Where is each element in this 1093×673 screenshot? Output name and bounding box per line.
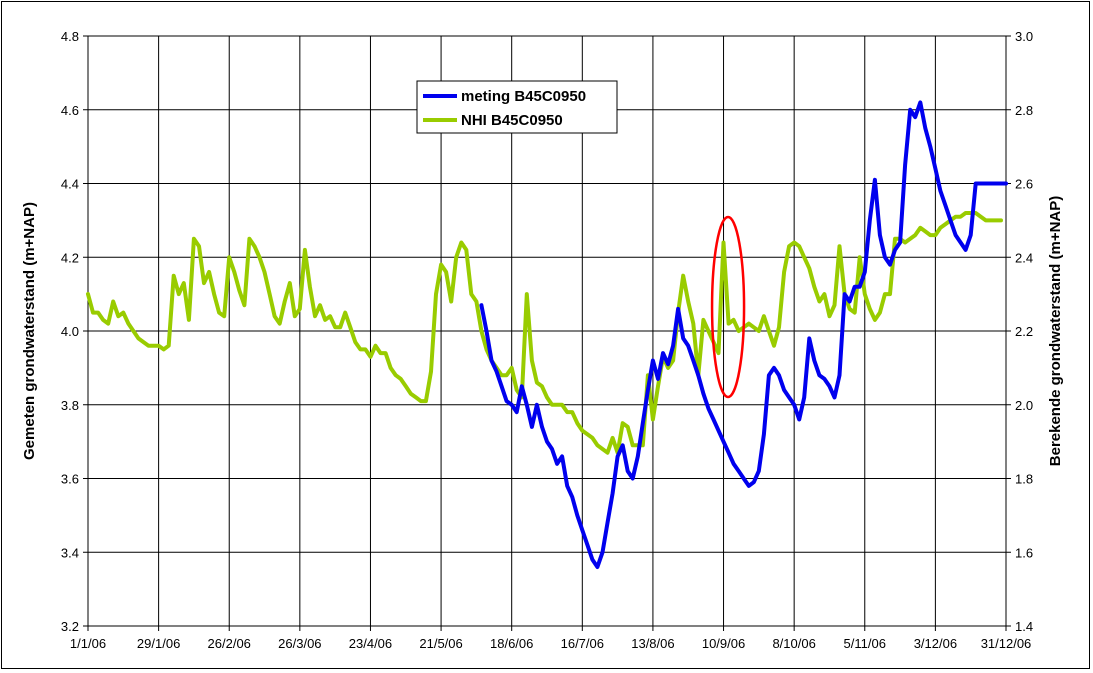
x-tick-label: 3/12/06 xyxy=(914,636,957,651)
legend-label-meting: meting B45C0950 xyxy=(461,88,586,105)
x-tick-label: 16/7/06 xyxy=(561,636,604,651)
x-tick-label: 18/6/06 xyxy=(490,636,533,651)
y-left-tick-label: 4.4 xyxy=(61,177,79,192)
legend-box xyxy=(416,80,618,134)
y-right-tick-label: 2.2 xyxy=(1015,324,1033,339)
y-right-tick-label: 1.6 xyxy=(1015,545,1033,560)
series-line-nhi xyxy=(86,211,1003,455)
x-tick-label: 13/8/06 xyxy=(631,636,674,651)
y-left-tick-label: 4.6 xyxy=(61,103,79,118)
legend: meting B45C0950 NHI B45C0950 xyxy=(416,80,618,134)
x-tick-label: 21/5/06 xyxy=(419,636,462,651)
y-right-tick-label: 2.8 xyxy=(1015,103,1033,118)
x-tick-label: 26/2/06 xyxy=(208,636,251,651)
y-left-tick-label: 3.6 xyxy=(61,472,79,487)
x-tick-label: 26/3/06 xyxy=(278,636,321,651)
y-right-tick-label: 1.8 xyxy=(1015,472,1033,487)
x-tick-label: 23/4/06 xyxy=(349,636,392,651)
x-tick-label: 8/10/06 xyxy=(772,636,815,651)
x-axis: 1/1/06 29/1/06 26/2/06 26/3/06 23/4/06 21/5/0… xyxy=(70,626,1031,651)
y-axis-right: 1.4 1.6 1.8 2.0 2.2 2.4 2.6 2.8 3.0 xyxy=(1006,29,1033,634)
x-tick-label: 1/1/06 xyxy=(70,636,106,651)
y-left-tick-label: 3.8 xyxy=(61,398,79,413)
y-right-tick-label: 2.0 xyxy=(1015,398,1033,413)
y-right-tick-label: 2.6 xyxy=(1015,177,1033,192)
legend-label-nhi: NHI B45C0950 xyxy=(461,112,563,129)
y-left-tick-label: 4.8 xyxy=(61,29,79,44)
x-tick-label: 29/1/06 xyxy=(137,636,180,651)
y-right-tick-label: 2.4 xyxy=(1015,250,1033,265)
x-tick-label: 31/12/06 xyxy=(981,636,1032,651)
y-right-tick-label: 1.4 xyxy=(1015,619,1033,634)
x-tick-label: 10/9/06 xyxy=(702,636,745,651)
y-left-tick-label: 3.4 xyxy=(61,545,79,560)
y-left-tick-label: 4.2 xyxy=(61,250,79,265)
y-axis-right-title: Berekende grondwaterstand (m+NAP) xyxy=(1047,196,1064,466)
y-right-tick-label: 3.0 xyxy=(1015,29,1033,44)
y-axis-left: 3.2 3.4 3.6 3.8 4.0 4.2 4.4 4.6 4.8 xyxy=(61,29,88,634)
highlight-ellipse xyxy=(710,215,746,399)
y-left-tick-label: 4.0 xyxy=(61,324,79,339)
series-line-meting xyxy=(479,100,1008,569)
y-axis-left-title: Gemeten grondwaterstand (m+NAP) xyxy=(21,202,38,460)
series-layer xyxy=(86,100,1008,569)
x-tick-label: 5/11/06 xyxy=(844,636,886,651)
y-left-tick-label: 3.2 xyxy=(61,619,79,634)
